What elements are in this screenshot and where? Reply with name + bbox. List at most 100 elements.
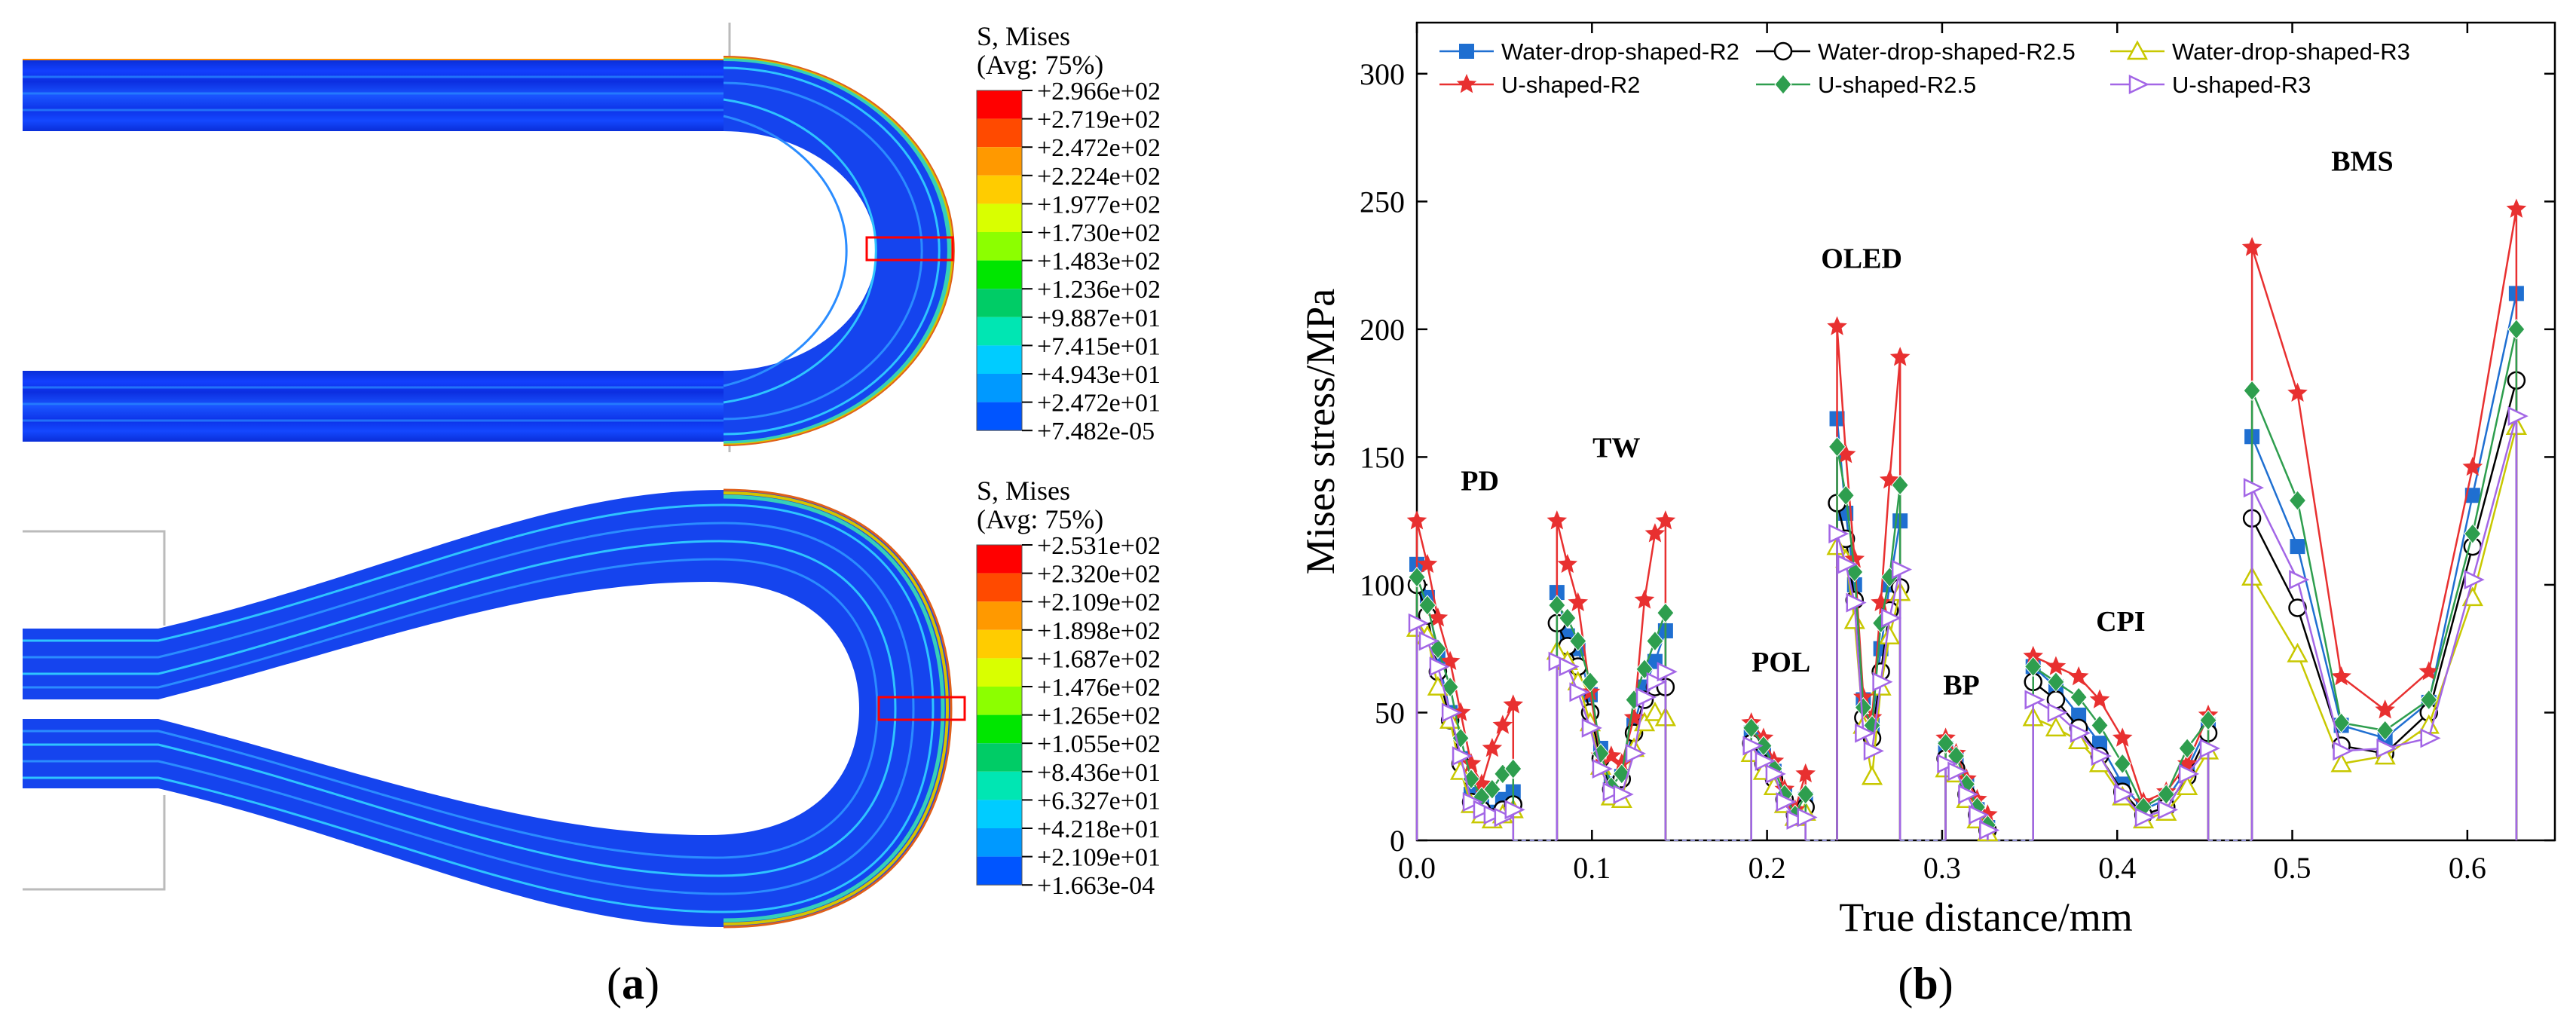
- data-point: [1408, 613, 1429, 633]
- colorbar-bottom: S, Mises(Avg: 75%)+2.531e+02+2.320e+02+2…: [976, 476, 1161, 900]
- x-tick-label: 0.6: [2449, 851, 2486, 885]
- colorbar-level: +2.109e+02: [1037, 589, 1161, 617]
- data-point: [1429, 656, 1450, 677]
- data-point: [2241, 237, 2262, 256]
- data-point: [1625, 743, 1646, 763]
- data-point: [1742, 736, 1764, 756]
- data-point: [2177, 776, 2198, 796]
- colorbar-level: +1.730e+02: [1037, 219, 1161, 247]
- data-point: [2047, 702, 2068, 723]
- data-point: [2113, 753, 2131, 775]
- stress-chart: 0.0 0.1 0.2 0.3 0.4 0.5 0.6 0 50 100 150 200 250 300 T…: [1298, 21, 2556, 940]
- data-point: [2089, 689, 2110, 708]
- panel-a: S, Mises(Avg: 75%)+2.966e+02+2.719e+02+2…: [23, 21, 1161, 1008]
- region-label: POL: [1751, 647, 1810, 678]
- x-tick-label: 0.0: [1398, 851, 1436, 885]
- data-point: [2330, 752, 2352, 773]
- data-point: [2047, 672, 2065, 693]
- colorbar-swatch: [977, 203, 1022, 232]
- x-tick-label: 0.4: [2098, 851, 2136, 885]
- data-point: [2464, 570, 2485, 590]
- bottom-highlight-box: [877, 696, 966, 721]
- data-point: [1797, 784, 1815, 805]
- data-point: [2332, 712, 2351, 733]
- colorbar-swatch: [977, 147, 1022, 176]
- series-u-shaped-r3: [1408, 406, 2529, 840]
- data-point: [1797, 807, 1818, 828]
- data-point: [1559, 656, 1580, 677]
- data-point: [1646, 672, 1667, 692]
- data-point: [1776, 792, 1797, 812]
- colorbar-top: S, Mises(Avg: 75%)+2.966e+02+2.719e+02+2…: [976, 21, 1161, 445]
- data-point: [1889, 347, 1911, 366]
- legend-label: Water-drop-shaped-R2: [1501, 38, 1739, 65]
- data-point: [2464, 488, 2480, 503]
- colorbar-swatch: [977, 687, 1022, 715]
- legend-marker: [1459, 44, 1474, 59]
- data-point: [1969, 805, 1990, 825]
- data-point: [1548, 595, 1566, 616]
- data-point: [1827, 316, 1847, 335]
- data-point: [1872, 672, 1893, 692]
- legend-label: U-shaped-R2.5: [1818, 72, 1976, 98]
- colorbar-level: +2.472e+02: [1037, 134, 1161, 162]
- colorbar-swatch: [977, 601, 1022, 630]
- top-highlight-box: [865, 236, 954, 262]
- data-point: [2462, 456, 2483, 476]
- data-point: [1418, 631, 1439, 651]
- data-point: [1655, 510, 1676, 530]
- region-label: BP: [1943, 670, 1980, 702]
- data-point: [1828, 524, 1849, 544]
- colorbar-level: +4.218e+01: [1037, 815, 1161, 843]
- colorbar-title: S, Mises: [977, 21, 1070, 51]
- legend-marker: [1774, 74, 1792, 95]
- y-tick-label: 150: [1360, 440, 1405, 474]
- data-point: [1547, 510, 1568, 530]
- colorbar-swatch: [977, 232, 1022, 261]
- colorbar-level: +1.483e+02: [1037, 248, 1161, 276]
- legend: Water-drop-shaped-R2 Water-drop-shaped-R2…: [1439, 38, 2410, 98]
- data-point: [1557, 553, 1578, 574]
- panel-a-label: (a): [607, 959, 659, 1008]
- series-water-drop-shaped-r2: [1409, 286, 2524, 840]
- colorbar-level: +1.687e+02: [1037, 645, 1161, 673]
- data-point: [1569, 630, 1587, 652]
- data-point: [1871, 592, 1891, 611]
- data-point: [2134, 807, 2155, 828]
- data-point: [2045, 656, 2067, 675]
- colorbar-swatch: [977, 573, 1022, 602]
- series-line: [1836, 446, 1901, 840]
- data-point: [1503, 694, 1524, 714]
- colorbar-level: +2.472e+01: [1037, 390, 1161, 418]
- data-point: [1835, 444, 1856, 464]
- data-point: [2288, 598, 2307, 617]
- data-point: [1548, 651, 1569, 672]
- region-label: CPI: [2096, 606, 2145, 638]
- data-point: [2068, 666, 2089, 686]
- colorbar-swatch: [977, 317, 1022, 346]
- y-tick-label: 250: [1360, 185, 1405, 219]
- colorbar-swatch: [977, 545, 1022, 574]
- data-point: [2420, 689, 2438, 711]
- data-point: [1978, 804, 1998, 824]
- data-point: [2506, 198, 2527, 218]
- data-point: [1494, 807, 1515, 828]
- data-point: [1634, 589, 1655, 609]
- data-point: [1947, 761, 1969, 782]
- colorbar-swatch: [977, 856, 1022, 886]
- data-point: [1846, 592, 1867, 613]
- data-point: [1559, 607, 1577, 629]
- colorbar-level: +4.943e+01: [1037, 361, 1161, 389]
- data-point: [1837, 554, 1859, 574]
- data-point: [2290, 539, 2305, 555]
- colorbar-subtitle: (Avg: 75%): [977, 504, 1103, 534]
- series-line: [1836, 533, 1901, 840]
- data-point: [1979, 820, 2000, 840]
- data-point: [1891, 559, 1913, 580]
- colorbar-swatch: [977, 289, 1022, 317]
- x-tick-label: 0.1: [1573, 851, 1611, 885]
- data-point: [2507, 406, 2529, 427]
- data-point: [1657, 602, 1675, 624]
- data-point: [1568, 592, 1589, 611]
- legend-marker: [2126, 40, 2149, 60]
